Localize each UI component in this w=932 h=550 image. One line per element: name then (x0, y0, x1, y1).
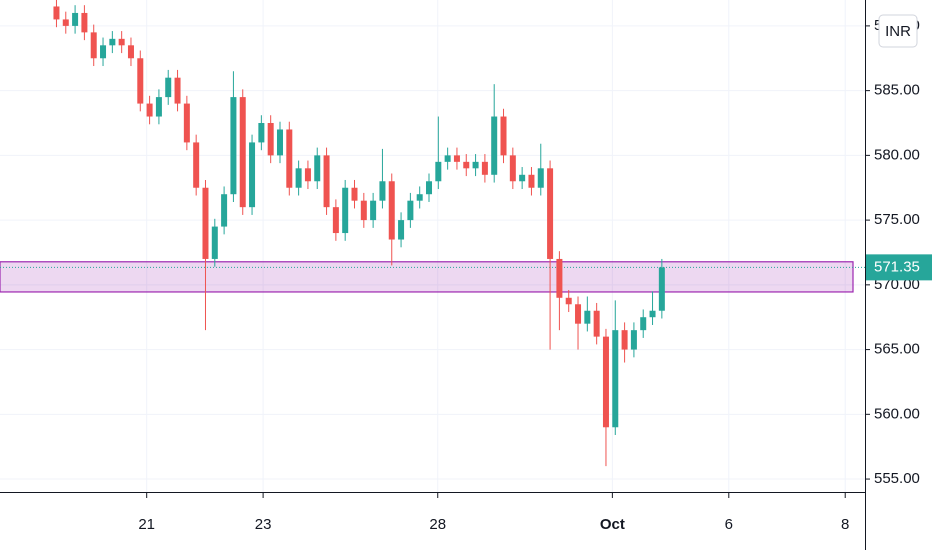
grid (0, 0, 865, 492)
candle-body (267, 123, 274, 156)
candle-body (81, 12, 88, 33)
candle-body (276, 129, 283, 156)
candle-body (90, 32, 97, 59)
candle-body (547, 168, 554, 259)
candle-body (426, 181, 433, 195)
candle-body (155, 97, 162, 117)
candle-body (519, 174, 526, 182)
candle-body (463, 161, 470, 169)
candle-body (72, 12, 79, 26)
x-tick-label: Oct (600, 516, 625, 533)
last-price-box (866, 254, 932, 281)
candle-body (100, 45, 107, 59)
candle-body (621, 330, 628, 350)
y-tick-label: 575.00 (874, 211, 920, 228)
y-tick-label: 555.00 (874, 470, 920, 487)
y-tick-label: 565.00 (874, 341, 920, 358)
candle-body (528, 174, 535, 188)
candle-body (360, 200, 367, 221)
candle-body (370, 200, 377, 221)
candle-body (537, 168, 544, 188)
support-zone (0, 261, 854, 293)
candle-body (342, 187, 349, 234)
candle-body (602, 336, 609, 428)
x-tick-label: 23 (255, 516, 272, 533)
candle-body (53, 6, 60, 20)
candle-body (332, 207, 339, 234)
candle-body (211, 226, 218, 259)
candles (53, 0, 665, 467)
candle-body (183, 103, 190, 143)
candle-body (453, 155, 460, 162)
candle-body (62, 19, 69, 26)
candle-body (109, 38, 116, 46)
candle-body (379, 181, 386, 201)
currency-button-box[interactable] (878, 14, 918, 48)
x-tick-label: 21 (138, 516, 155, 533)
y-tick-label: 560.00 (874, 405, 920, 422)
candle-body (509, 155, 516, 182)
candle-body (304, 168, 311, 182)
candle-body (230, 97, 237, 195)
candle-body (137, 58, 144, 104)
candle-body (146, 103, 153, 117)
candle-body (584, 310, 591, 324)
candle-body (258, 123, 265, 143)
candle-body (295, 168, 302, 188)
candle-body (658, 267, 665, 311)
y-tick-label: 580.00 (874, 146, 920, 163)
zone-layer (0, 261, 865, 293)
x-tick-label: 28 (429, 516, 446, 533)
candle-body (174, 77, 181, 104)
candle-body (221, 194, 228, 227)
candle-body (556, 258, 563, 298)
candle-body (612, 330, 619, 428)
candle-body (314, 155, 321, 182)
y-tick-label: 585.00 (874, 82, 920, 99)
candle-body (323, 155, 330, 208)
x-tick-label: 8 (841, 516, 849, 533)
candle-body (640, 317, 647, 331)
currency-button[interactable]: INR (878, 14, 918, 48)
candle-body (249, 142, 256, 208)
candle-body (593, 310, 600, 337)
candle-body (565, 297, 572, 305)
candle-body (491, 116, 498, 175)
candle-body (388, 181, 395, 240)
candle-body (239, 97, 246, 208)
candle-body (193, 142, 200, 188)
candle-body (444, 155, 451, 162)
candle-body (286, 129, 293, 188)
candle-body (500, 116, 507, 156)
candle-body (398, 220, 405, 240)
candle-body (435, 161, 442, 182)
x-tick-label: 6 (725, 516, 733, 533)
candle-body (165, 77, 172, 98)
candle-body (575, 304, 582, 324)
candle-body (202, 187, 209, 259)
candle-body (407, 200, 414, 221)
candle-body (649, 310, 656, 318)
candle-body (127, 45, 134, 59)
candle-body (630, 330, 637, 350)
candle-body (481, 161, 488, 175)
candle-body (351, 187, 358, 201)
candle-body (472, 161, 479, 169)
last-price-label: 571.35 (874, 258, 920, 275)
time-axis-bg (0, 493, 866, 550)
currency-label[interactable]: INR (885, 23, 911, 40)
candle-body (118, 38, 125, 46)
candle-body (416, 194, 423, 201)
